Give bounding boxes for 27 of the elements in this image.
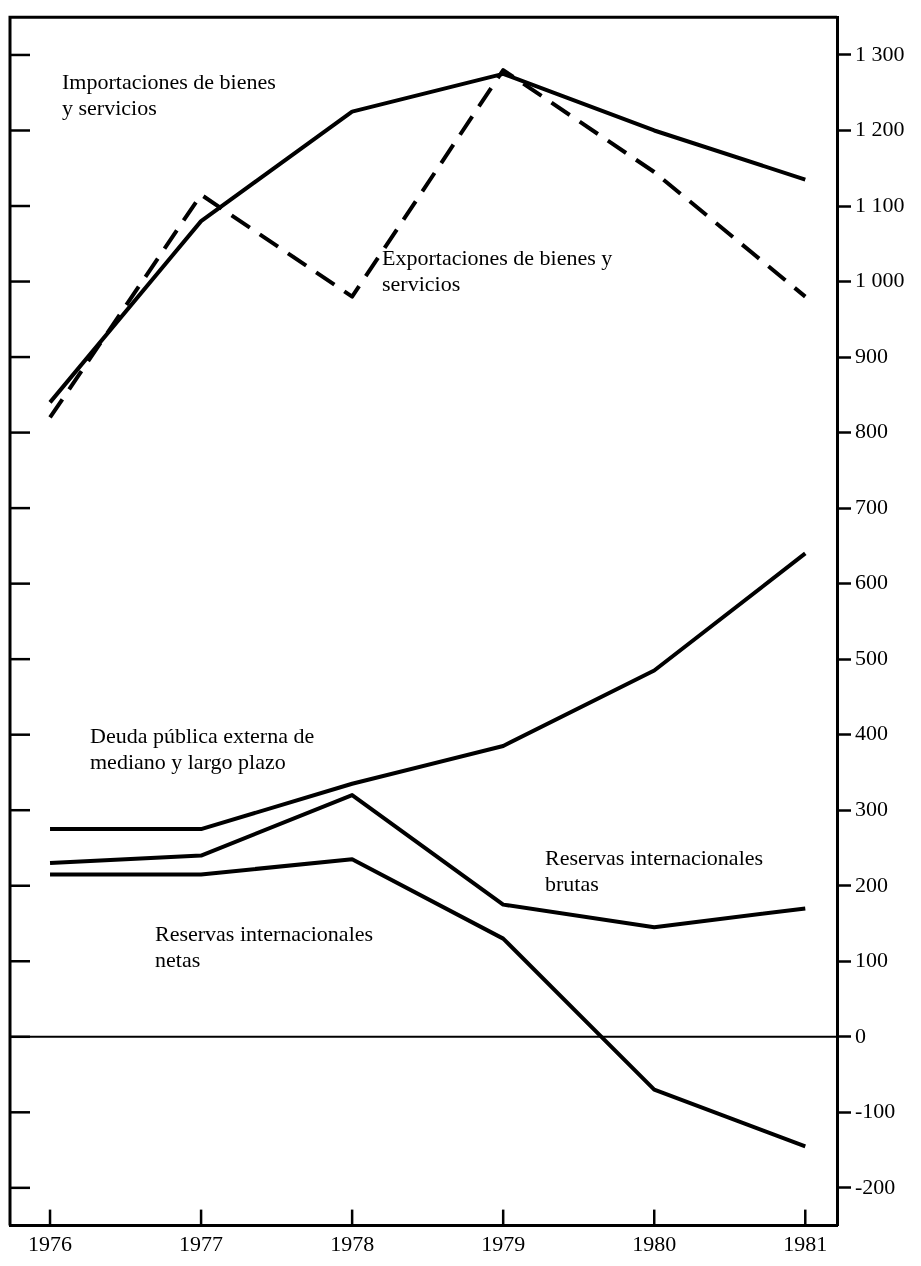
y-tick-label: 1 000: [855, 267, 905, 293]
x-tick-label: 1978: [330, 1230, 375, 1256]
text: Reservas internacionales netas: [155, 920, 374, 972]
series-label: Exportaciones de bienes y servicios: [382, 244, 613, 296]
y-tick-label: 1 200: [855, 116, 905, 142]
y-tick-label: -100: [855, 1098, 896, 1124]
x-tick-label: 1979: [481, 1230, 526, 1256]
x-tick-label: 1980: [632, 1230, 677, 1256]
y-tick-label: 900: [855, 342, 888, 368]
y-tick-label: 1 300: [855, 40, 905, 66]
y-tick-label: 200: [855, 871, 888, 897]
series-label: Deuda pública externa de mediano y largo plazo: [90, 722, 315, 774]
x-tick-label: 1976: [28, 1230, 73, 1256]
y-tick-label: 800: [855, 418, 888, 444]
y-tick-label: 700: [855, 493, 888, 519]
series-label: Importaciones de bienes y servicios: [62, 68, 276, 120]
y-tick-label: 600: [855, 569, 888, 595]
x-tick-label: 1981: [783, 1230, 828, 1256]
x-tick-label: 1977: [179, 1230, 224, 1256]
y-tick-label: 500: [855, 644, 888, 670]
y-tick-label: 300: [855, 795, 888, 821]
series-label: Reservas internacionales brutas: [545, 844, 764, 896]
y-tick-label: 1 100: [855, 191, 905, 217]
y-tick-label: 400: [855, 720, 888, 746]
y-tick-label: 100: [855, 947, 888, 973]
y-tick-label: -200: [855, 1173, 896, 1199]
y-tick-label: 0: [855, 1022, 866, 1048]
